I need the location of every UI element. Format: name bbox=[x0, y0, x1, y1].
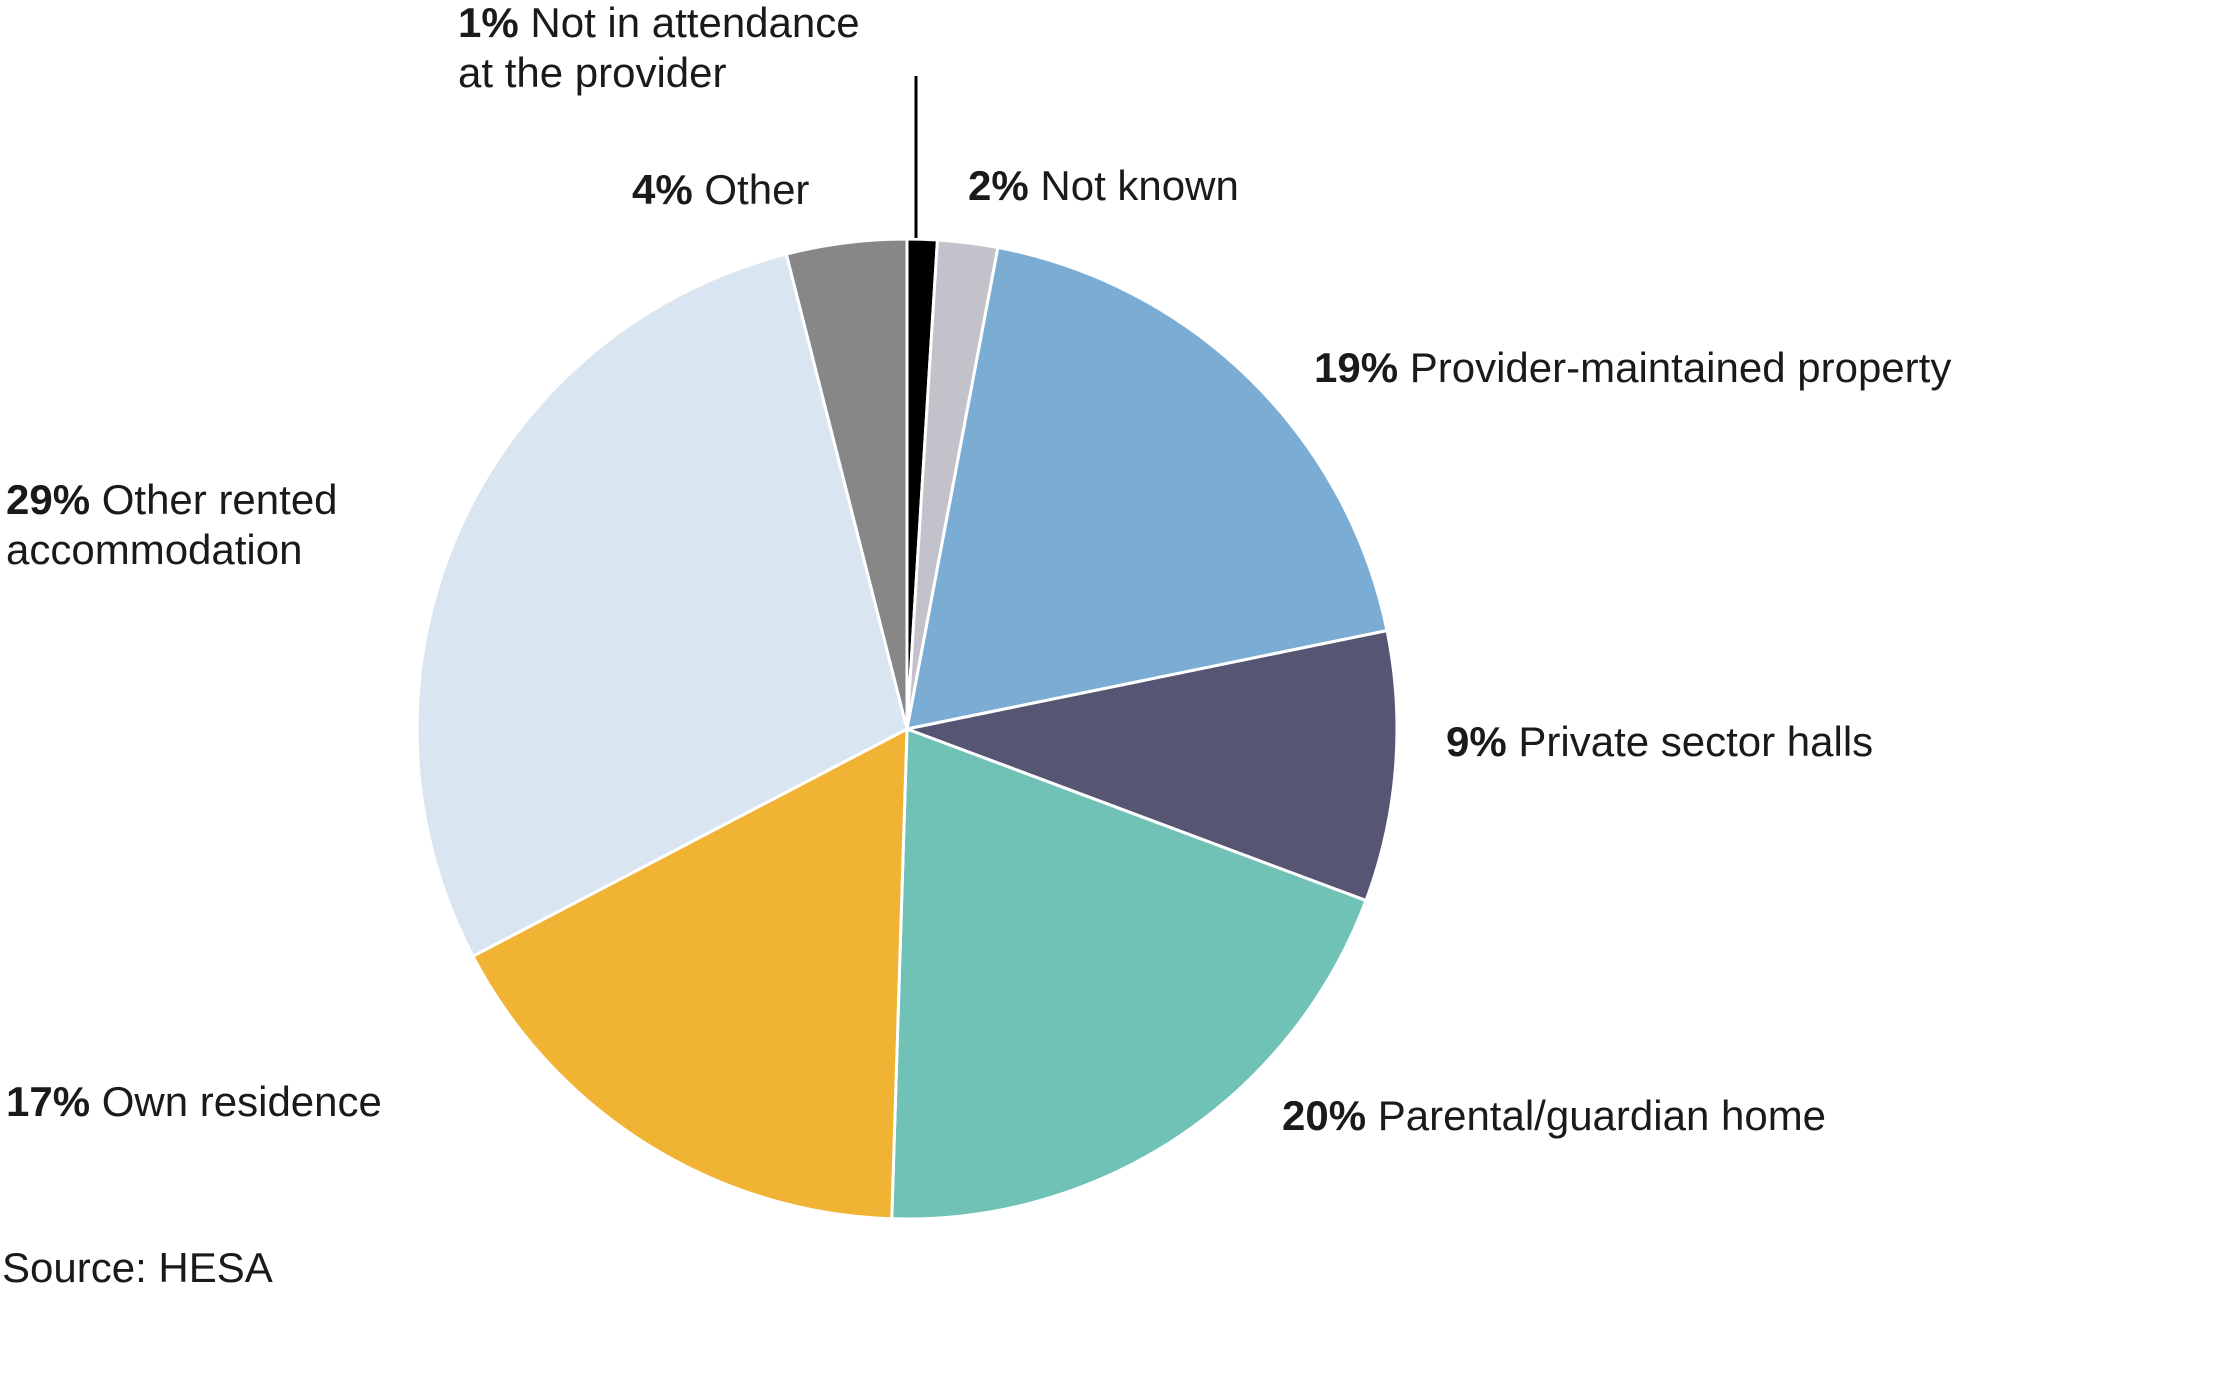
slice-name: Not known bbox=[1040, 162, 1238, 209]
pie-slice-other bbox=[784, 237, 909, 731]
slice-label: 9% Private sector halls bbox=[1446, 718, 1873, 765]
slice-percent: 9% bbox=[1446, 718, 1518, 765]
pie-slice-provider-maintained-property bbox=[905, 246, 1389, 731]
slice-percent: 17% bbox=[6, 1078, 102, 1125]
slice-label: 20% Parental/guardian home bbox=[1282, 1092, 1826, 1139]
slice-name: Provider-maintained property bbox=[1410, 344, 1952, 391]
slice-name: accommodation bbox=[6, 526, 302, 573]
slice-name: Not in attendance bbox=[530, 0, 859, 46]
slice-label: 1% Not in attendance at the provider bbox=[458, 0, 860, 96]
slice-name: Other bbox=[704, 166, 809, 213]
slice-percent: 29% bbox=[6, 476, 102, 523]
pie-slice-parental-guardian-home bbox=[890, 727, 1368, 1221]
slice-percent: 1% bbox=[458, 0, 530, 46]
slice-label: 2% Not known bbox=[968, 162, 1239, 209]
slice-label: 29% Other rented accommodation bbox=[6, 476, 338, 573]
slice-name: at the provider bbox=[458, 49, 727, 96]
pie-slice-own-residence bbox=[471, 727, 909, 1221]
slice-label: 17% Own residence bbox=[6, 1078, 382, 1125]
slice-label: 19% Provider-maintained property bbox=[1314, 344, 1951, 391]
pie-slice-private-sector-halls bbox=[905, 629, 1399, 903]
source-note: Source: HESA bbox=[2, 1244, 273, 1291]
slice-name: Parental/guardian home bbox=[1378, 1092, 1826, 1139]
pie-slices bbox=[415, 237, 1399, 1221]
slice-name: Other rented bbox=[102, 476, 338, 523]
pie-slice-other-rented-accommodation bbox=[415, 252, 909, 958]
slice-name: Private sector halls bbox=[1518, 718, 1873, 765]
slice-name: Own residence bbox=[102, 1078, 382, 1125]
slice-percent: 20% bbox=[1282, 1092, 1378, 1139]
slice-labels: 1% Not in attendance at the provider 2% No… bbox=[6, 0, 1951, 1139]
slice-percent: 2% bbox=[968, 162, 1040, 209]
slice-percent: 19% bbox=[1314, 344, 1410, 391]
slice-percent: 4% bbox=[632, 166, 704, 213]
slice-label: 4% Other bbox=[632, 166, 809, 213]
